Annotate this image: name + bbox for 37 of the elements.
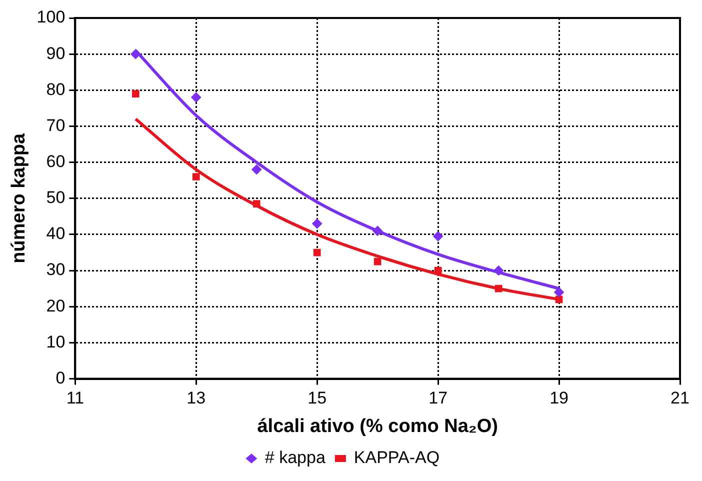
y-tick-label: 30 — [46, 260, 66, 280]
y-tick-label: 10 — [46, 332, 66, 352]
y-tick-label: 40 — [46, 224, 66, 244]
x-tick-label: 11 — [66, 388, 84, 408]
point — [252, 164, 262, 175]
y-tick-label: 0 — [56, 368, 66, 388]
point — [313, 248, 321, 256]
y-axis-title: número kappa — [8, 133, 30, 264]
y-tick-label: 60 — [46, 152, 66, 172]
x-tick-label: 13 — [186, 388, 206, 408]
point — [554, 287, 564, 298]
x-tick-label: 17 — [428, 388, 448, 408]
point — [191, 92, 202, 102]
y-tick-label: 100 — [36, 8, 66, 27]
point — [433, 231, 444, 242]
point — [312, 218, 322, 229]
point — [130, 49, 141, 60]
point — [555, 296, 563, 304]
point — [494, 266, 504, 276]
y-tick-label: 50 — [46, 188, 66, 208]
y-tick-label: 20 — [46, 296, 66, 316]
y-tick-label: 80 — [46, 80, 66, 99]
point — [374, 258, 382, 266]
point — [372, 226, 383, 236]
legend-label: # kappa — [264, 448, 326, 468]
point — [252, 200, 260, 208]
point — [434, 266, 442, 274]
x-axis-title: álcali ativo (% como Na₂O) — [257, 416, 498, 437]
point — [494, 284, 502, 292]
x-tick-label: 19 — [550, 388, 568, 408]
y-tick-label: 70 — [46, 116, 66, 135]
x-tick-label: 15 — [308, 388, 327, 408]
y-tick-label: 90 — [46, 44, 66, 63]
point — [192, 173, 200, 180]
point — [132, 90, 140, 98]
x-tick-label: 21 — [670, 388, 690, 408]
legend-label: KAPPA-AQ — [354, 448, 440, 468]
